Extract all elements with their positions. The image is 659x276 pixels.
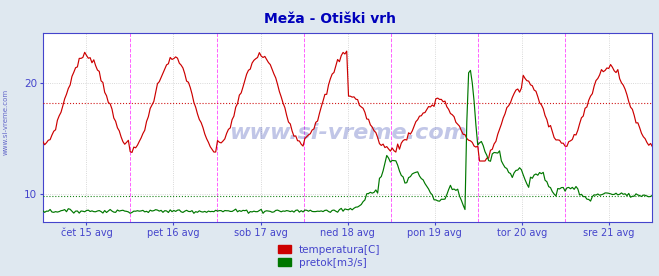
Text: www.si-vreme.com: www.si-vreme.com — [2, 88, 9, 155]
Text: www.si-vreme.com: www.si-vreme.com — [229, 123, 467, 143]
Text: Meža - Otiški vrh: Meža - Otiški vrh — [264, 12, 395, 26]
Legend: temperatura[C], pretok[m3/s]: temperatura[C], pretok[m3/s] — [275, 242, 384, 271]
